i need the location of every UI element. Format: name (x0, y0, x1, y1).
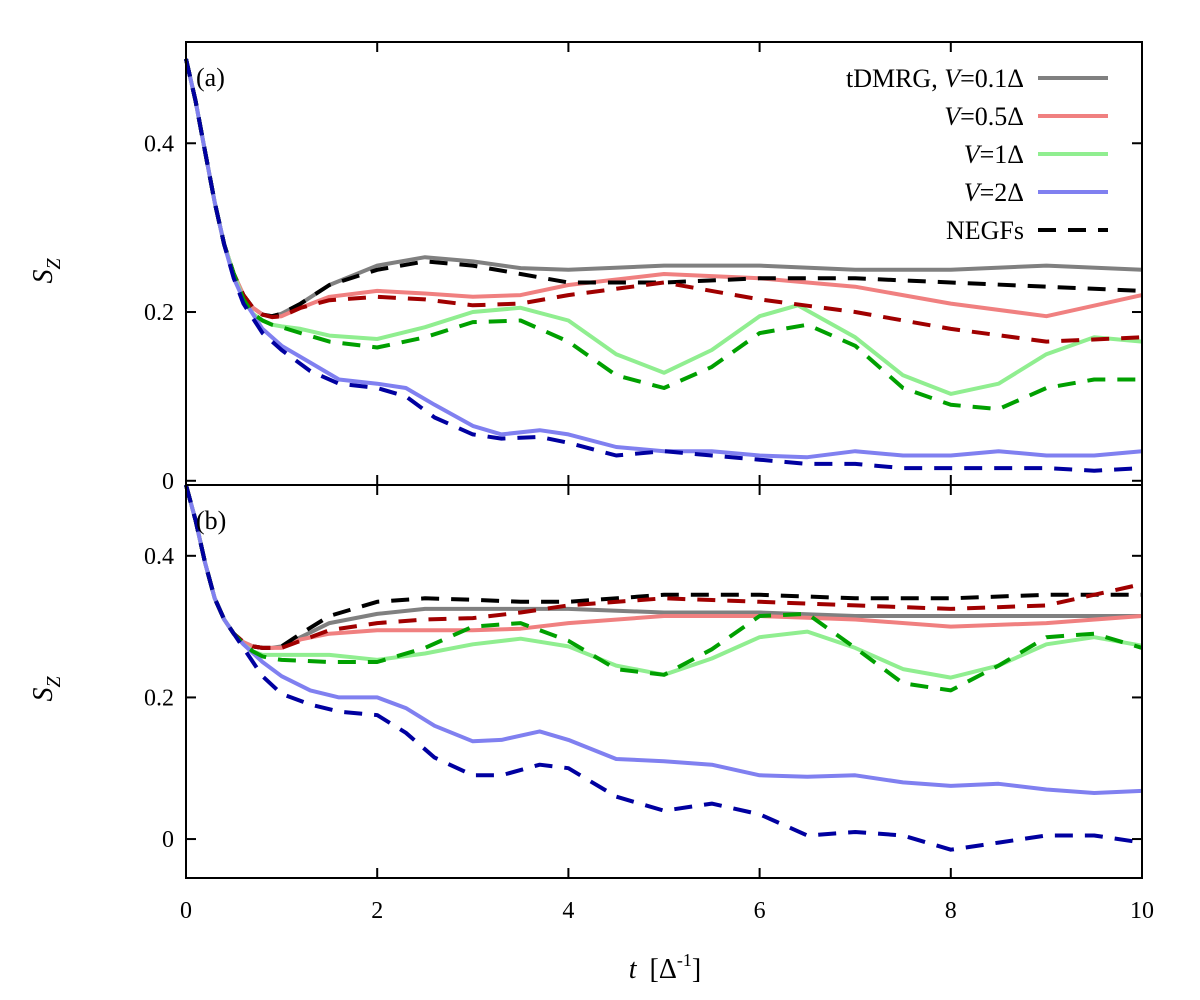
plot-frame (185, 484, 1143, 879)
legend-var: V (964, 140, 983, 169)
legend-var: V (964, 178, 983, 207)
y-tick-label: 0 (162, 827, 174, 853)
legend-var: V (944, 102, 963, 131)
legend-label: V=2Δ (964, 178, 1024, 207)
panel-a: 0 0.2 0.4 (a) SZ (28, 41, 1143, 495)
x-axis-label: t [Δ-1] (629, 950, 701, 985)
legend-prefix: tDMRG, (846, 64, 944, 93)
x-tick-label: 6 (754, 898, 766, 924)
x-axis-label-unit: [Δ (650, 954, 677, 985)
series-line-negfs-v-1- (184, 484, 1143, 693)
y-axis-label-var: S (28, 688, 59, 702)
x-tick-label: 8 (945, 898, 957, 924)
legend-value: =1Δ (980, 140, 1024, 169)
legend-value: =2Δ (980, 178, 1024, 207)
series-line-tdmrg-v-2- (184, 484, 1143, 795)
legend-value: =0.5Δ (960, 102, 1024, 131)
series-line-tdmrg-v-1- (184, 484, 1143, 680)
y-tick-label: 0.4 (144, 131, 174, 157)
legend-value: =0.1Δ (960, 64, 1024, 93)
legend-prefix: NEGFs (946, 216, 1024, 245)
y-axis-label-sub: Z (43, 258, 65, 270)
x-tick-label: 0 (180, 898, 192, 924)
y-axis-label: SZ (28, 676, 65, 702)
panel-b: 0 0.2 0.4 0 2 4 6 8 10 (b) SZ (28, 484, 1154, 924)
legend-var: V (944, 64, 963, 93)
x-tick-label: 4 (562, 898, 574, 924)
legend-label: V=0.5Δ (944, 102, 1024, 131)
y-tick-label: 0.2 (144, 300, 174, 326)
x-tick-label: 10 (1130, 898, 1154, 924)
legend-label: NEGFs (946, 216, 1024, 245)
series-line-negfs-v-2- (184, 58, 1143, 473)
legend-label: V=1Δ (964, 140, 1024, 169)
y-axis-label: SZ (28, 258, 65, 284)
y-axis-label-var: S (28, 270, 59, 284)
legend-label: tDMRG, V=0.1Δ (846, 64, 1024, 93)
series-line-negfs-v-2- (184, 484, 1143, 852)
y-tick-label: 0.2 (144, 685, 174, 711)
y-tick-label: 0.4 (144, 544, 174, 570)
x-axis-label-var: t (629, 954, 638, 985)
panel-label: (b) (196, 506, 226, 535)
x-tick-label: 2 (371, 898, 383, 924)
x-axis-label-sup: -1 (677, 950, 692, 970)
y-axis-label-sub: Z (43, 676, 65, 688)
x-axis-label-close: ] (692, 954, 701, 985)
panel-label: (a) (196, 63, 225, 92)
y-tick-label: 0 (162, 469, 174, 495)
